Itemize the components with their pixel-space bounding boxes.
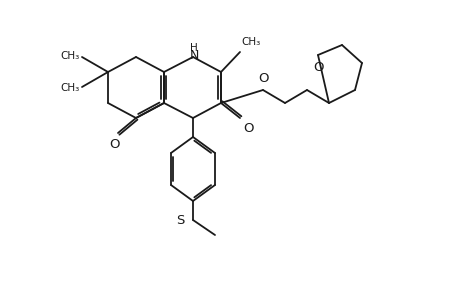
Text: CH₃: CH₃ xyxy=(61,83,80,93)
Text: O: O xyxy=(313,61,324,74)
Text: CH₃: CH₃ xyxy=(241,37,260,47)
Text: H: H xyxy=(190,43,197,53)
Text: O: O xyxy=(110,138,120,151)
Text: O: O xyxy=(258,72,269,85)
Text: CH₃: CH₃ xyxy=(61,51,80,61)
Text: S: S xyxy=(176,214,185,227)
Text: O: O xyxy=(242,122,253,135)
Text: N: N xyxy=(189,49,198,62)
